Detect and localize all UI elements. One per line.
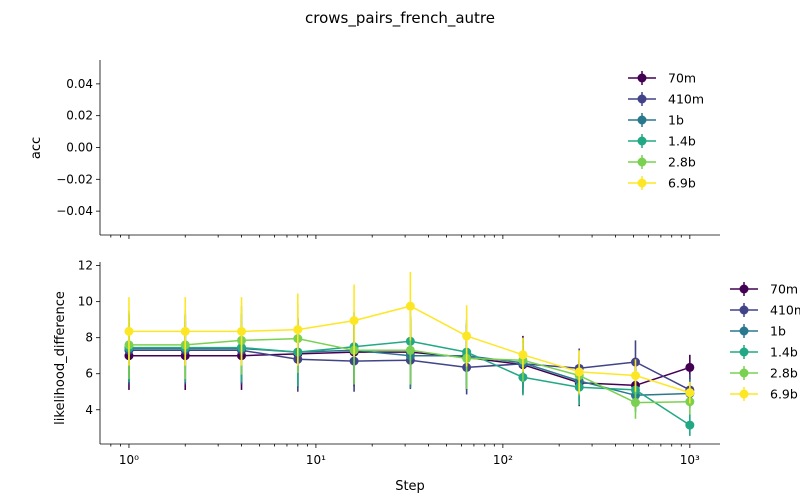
likelihood-legend-item-410m: 410m [730,303,800,318]
acc-legend-item-1-4b: 1.4b [628,134,696,149]
acc-legend-label: 1.4b [668,134,696,149]
acc-subplot: acc 0.04 0.02 0.00 −0.02 −0.04 70m 410m 1b 1.4b… [29,60,720,239]
series-1-4b [124,307,695,436]
acc-legend-item-1b: 1b [628,113,684,128]
likelihood-legend-label: 1.4b [770,345,798,360]
acc-legend: 70m 410m 1b 1.4b 2.8b 6.9b [628,71,704,191]
likelihood-series-group [124,271,695,436]
acc-legend-label: 6.9b [668,176,696,191]
likelihood-legend-item-6-9b: 6.9b [730,387,798,402]
data-point-6-9b [180,326,190,336]
likelihood-x-tick-label: 10⁰ [119,453,139,467]
likelihood-legend-marker [739,389,749,399]
likelihood-legend-item-70m: 70m [730,282,798,297]
acc-legend-marker [637,94,647,104]
acc-y-tick-label: 0.02 [66,109,93,123]
likelihood-legend: 70m 410m 1b 1.4b 2.8b 6.9b [730,282,800,402]
likelihood-legend-item-2-8b: 2.8b [730,366,798,381]
likelihood-y-tick-label: 10 [78,295,93,309]
likelihood-legend-item-1b: 1b [730,324,786,339]
data-point-1-4b [685,420,695,430]
data-point-6-9b [630,371,640,381]
likelihood-legend-label: 2.8b [770,366,798,381]
acc-y-axis-label: acc [29,137,44,159]
acc-legend-marker [637,73,647,83]
acc-legend-item-410m: 410m [628,92,704,107]
data-point-2-8b [405,345,415,355]
likelihood-x-tick-label: 10² [493,453,513,467]
acc-y-tick-label: −0.02 [56,172,93,186]
series-410m [124,316,695,407]
acc-legend-item-70m: 70m [628,71,696,86]
likelihood-x-tick-label: 10¹ [306,453,326,467]
acc-y-tick-label: −0.04 [56,204,93,218]
chart-suptitle: crows_pairs_french_autre [305,9,495,28]
likelihood-x-tick-label: 10³ [680,453,700,467]
data-point-6-9b [462,331,472,341]
data-point-6-9b [405,301,415,311]
data-point-6-9b [685,388,695,398]
acc-legend-marker [637,115,647,125]
likelihood-difference-subplot: likelihood_difference Step 12 10 8 6 4 10⁰ 10¹… [53,259,800,494]
likelihood-legend-marker [739,284,749,294]
acc-y-tick-label: 0.00 [66,141,93,155]
acc-legend-marker [637,157,647,167]
data-point-2-8b [630,398,640,408]
acc-legend-marker [637,178,647,188]
likelihood-y-tick-label: 4 [85,403,93,417]
acc-legend-item-6-9b: 6.9b [628,176,696,191]
acc-legend-marker [637,136,647,146]
acc-y-tick-label: 0.04 [66,77,93,91]
data-point-70m [685,362,695,372]
likelihood-legend-marker [739,326,749,336]
step-x-axis-label: Step [395,479,425,494]
acc-legend-label: 410m [668,92,704,107]
acc-legend-label: 70m [668,71,696,86]
likelihood-legend-label: 410m [770,303,800,318]
acc-legend-label: 1b [668,113,684,128]
data-point-6-9b [237,326,247,336]
likelihood-y-tick-label: 6 [85,367,93,381]
likelihood-legend-item-1-4b: 1.4b [730,345,798,360]
series-6-9b [124,271,695,404]
likelihood-y-tick-label: 12 [78,259,93,273]
acc-legend-item-2-8b: 2.8b [628,155,696,170]
likelihood-legend-label: 1b [770,324,786,339]
likelihood-legend-label: 70m [770,282,798,297]
data-point-6-9b [293,325,303,335]
acc-legend-label: 2.8b [668,155,696,170]
likelihood-legend-marker [739,368,749,378]
likelihood-legend-label: 6.9b [770,387,798,402]
data-point-6-9b [518,350,528,360]
data-point-6-9b [124,326,134,336]
likelihood-y-tick-label: 8 [85,331,93,345]
likelihood-difference-y-axis-label: likelihood_difference [53,291,68,425]
likelihood-legend-marker [739,347,749,357]
data-point-6-9b [349,316,359,326]
likelihood-legend-marker [739,305,749,315]
data-point-6-9b [574,367,584,377]
